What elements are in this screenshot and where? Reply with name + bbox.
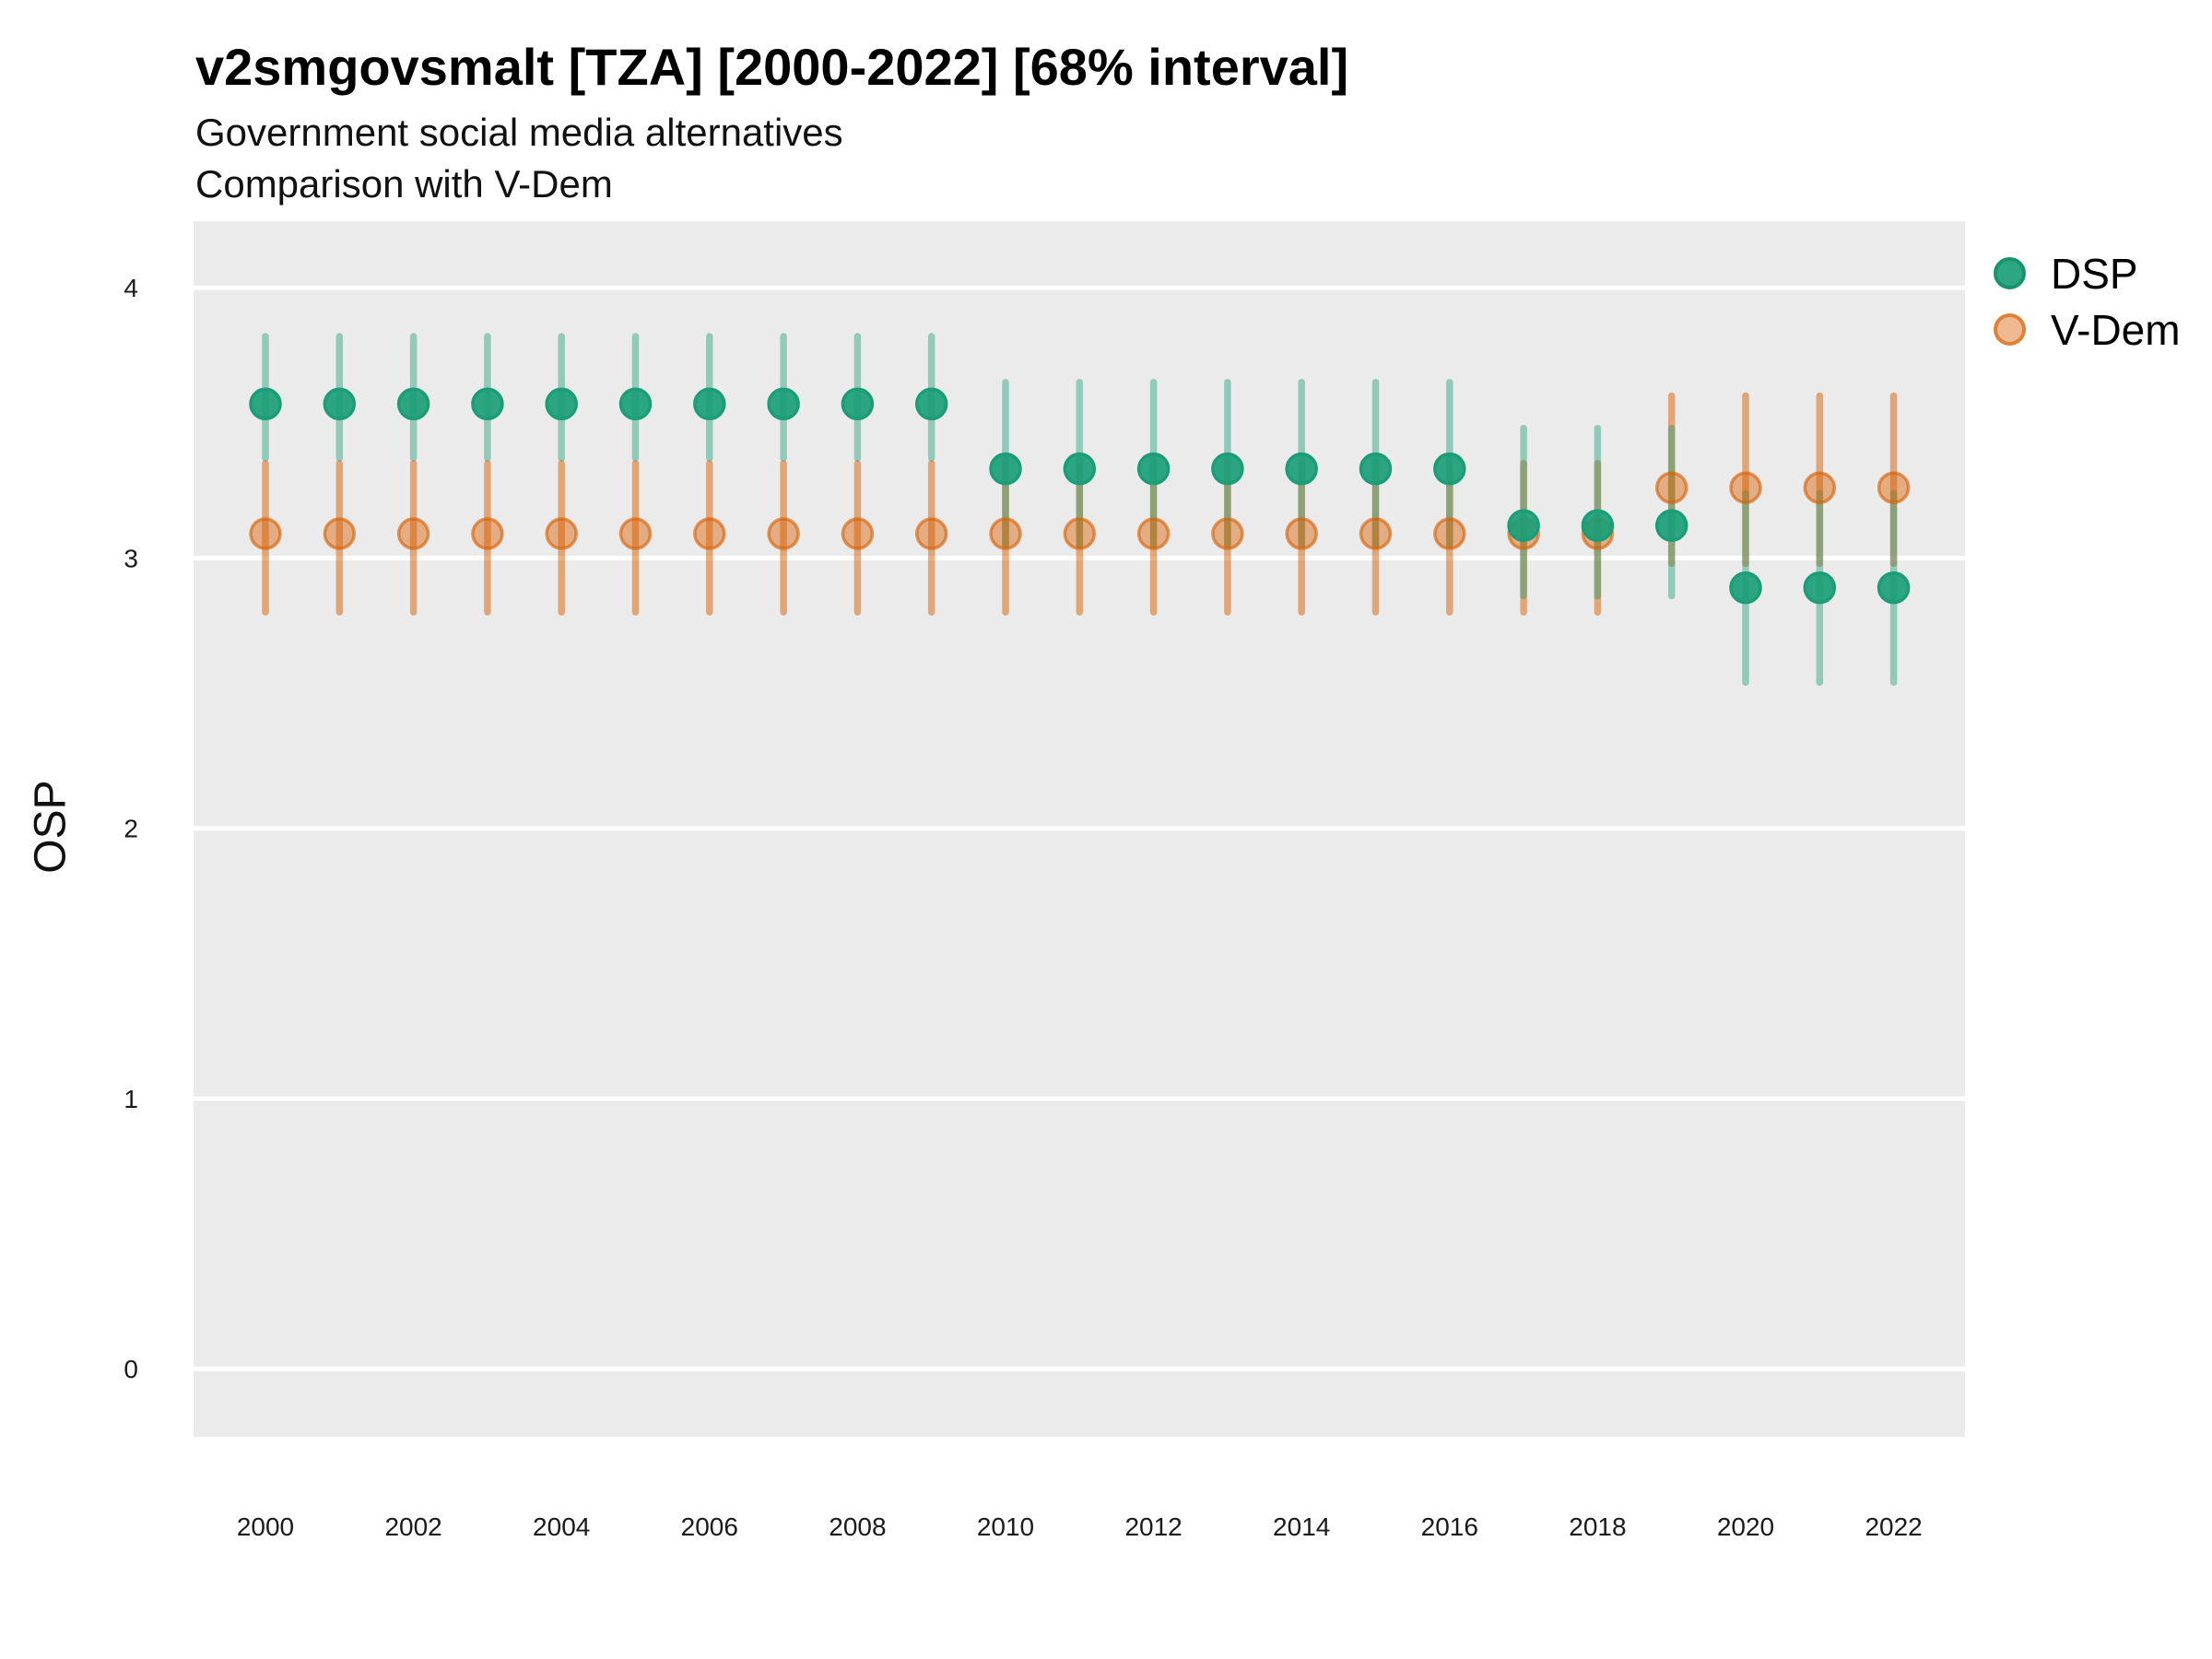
x-tick-label-2010: 2010: [977, 1512, 1034, 1541]
vdem-point-2002: [396, 517, 430, 550]
vdem-point-2001: [323, 517, 357, 550]
dsp-point-2009: [914, 387, 948, 421]
x-tick-label-2016: 2016: [1421, 1512, 1478, 1541]
vdem-point-2021: [1803, 471, 1837, 504]
dsp-point-2017: [1507, 509, 1540, 543]
x-tick-label-2020: 2020: [1717, 1512, 1774, 1541]
x-tick-label-2000: 2000: [237, 1512, 294, 1541]
y-tick-label-0: 0: [124, 1355, 138, 1383]
dsp-point-2011: [1063, 452, 1097, 486]
dsp-point-2012: [1136, 452, 1171, 486]
vdem-point-2011: [1063, 517, 1097, 550]
dsp-legend-label: DSP: [2051, 249, 2138, 298]
dsp-point-2007: [767, 387, 800, 421]
x-tick-label-2018: 2018: [1569, 1512, 1626, 1541]
chart-subtitle-line1: Government social media alternatives: [195, 111, 843, 154]
x-tick-label-2022: 2022: [1865, 1512, 1922, 1541]
chart-subtitle-line2: Comparison with V-Dem: [195, 162, 613, 206]
vdem-point-2009: [914, 517, 948, 550]
legend-item-dsp: DSP: [1994, 245, 2181, 301]
dsp-point-2021: [1803, 571, 1837, 605]
x-tick-label-2006: 2006: [681, 1512, 738, 1541]
dsp-point-2003: [471, 387, 504, 421]
vdem-point-2014: [1285, 517, 1318, 550]
vdem-point-2003: [471, 517, 504, 550]
dsp-point-2008: [841, 387, 875, 421]
vdem-point-2013: [1211, 517, 1244, 550]
dsp-point-2013: [1211, 452, 1244, 486]
x-tick-label-2008: 2008: [829, 1512, 886, 1541]
x-tick-label-2012: 2012: [1124, 1512, 1182, 1541]
dsp-point-2014: [1285, 452, 1318, 486]
vdem-point-2004: [545, 517, 578, 550]
vdem-point-2010: [989, 517, 1022, 550]
vdem-point-2005: [618, 517, 653, 550]
legend: DSP V-Dem: [1994, 245, 2181, 358]
vdem-point-2000: [249, 517, 282, 550]
dsp-point-2015: [1359, 452, 1393, 486]
vdem-legend-label: V-Dem: [2051, 305, 2181, 354]
chart-title: v2smgovsmalt [TZA] [2000-2022] [68% inte…: [195, 38, 1349, 96]
vdem-point-2015: [1359, 517, 1393, 550]
dsp-point-2002: [396, 387, 430, 421]
vdem-point-2019: [1654, 471, 1688, 504]
dsp-point-2006: [693, 387, 726, 421]
dsp-point-2020: [1729, 571, 1762, 605]
dsp-point-2001: [323, 387, 357, 421]
x-tick-label-2014: 2014: [1273, 1512, 1330, 1541]
dsp-point-2005: [618, 387, 653, 421]
dsp-point-2018: [1581, 509, 1615, 543]
vdem-point-2022: [1877, 471, 1911, 504]
vdem-legend-dot-icon: [1994, 313, 2026, 346]
dsp-point-2000: [249, 387, 282, 421]
y-tick-label-1: 1: [124, 1085, 138, 1113]
dsp-legend-dot-icon: [1994, 257, 2026, 289]
vdem-point-2020: [1729, 471, 1762, 504]
y-tick-label-2: 2: [124, 815, 138, 843]
y-tick-label-4: 4: [124, 274, 138, 302]
vdem-point-2016: [1433, 517, 1466, 550]
x-tick-label-2004: 2004: [533, 1512, 590, 1541]
dsp-point-2016: [1433, 452, 1466, 486]
dsp-point-2022: [1877, 571, 1911, 605]
vdem-point-2006: [693, 517, 726, 550]
dsp-point-2019: [1654, 509, 1688, 543]
dsp-point-2004: [545, 387, 578, 421]
vdem-point-2007: [767, 517, 800, 550]
x-tick-label-2002: 2002: [384, 1512, 441, 1541]
y-tick-label-3: 3: [124, 544, 138, 572]
vdem-point-2012: [1136, 517, 1171, 550]
vdem-point-2008: [841, 517, 875, 550]
dsp-point-2010: [989, 452, 1022, 486]
legend-item-vdem: V-Dem: [1994, 301, 2181, 358]
